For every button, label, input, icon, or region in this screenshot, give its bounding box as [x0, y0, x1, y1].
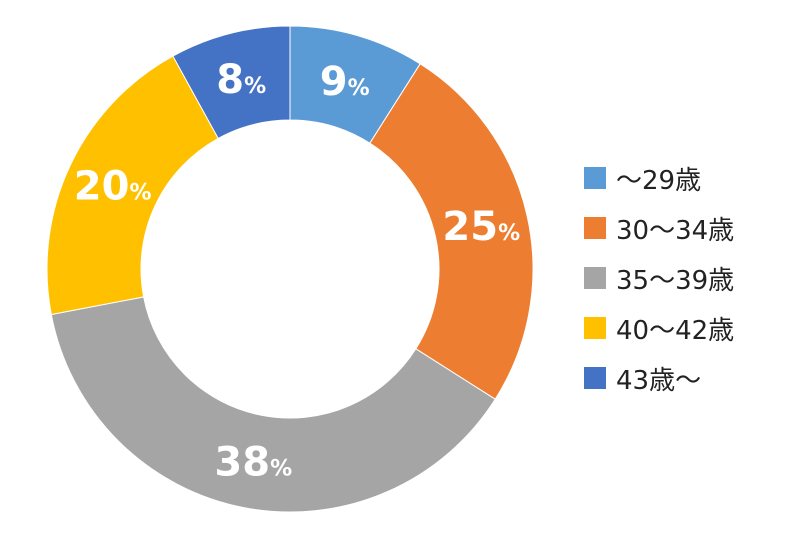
percent-sign: %	[348, 76, 370, 101]
donut-slices	[46, 25, 534, 513]
slice-label-3: 20%	[74, 164, 152, 210]
donut-slice-2	[50, 296, 496, 513]
percent-sign: %	[244, 74, 266, 99]
legend-swatch	[584, 217, 606, 239]
slice-value: 25	[442, 204, 498, 250]
legend-item-0: ～29歳	[584, 153, 734, 203]
slice-label-2: 38%	[214, 440, 292, 486]
donut-slice-3	[46, 55, 219, 316]
slice-label-0: 9%	[320, 59, 370, 105]
slice-value: 8	[216, 57, 244, 103]
legend-swatch	[584, 167, 606, 189]
legend-item-4: 43歳～	[584, 353, 734, 403]
percent-sign: %	[270, 457, 292, 482]
donut-slice-4	[172, 25, 291, 140]
percent-sign: %	[498, 221, 520, 246]
legend-swatch	[584, 367, 606, 389]
slice-labels: 9%25%38%20%8%	[74, 57, 520, 485]
slice-value: 38	[214, 440, 270, 486]
legend-label: 35～39歳	[616, 265, 735, 296]
percent-sign: %	[129, 181, 151, 206]
legend-item-1: 30～34歳	[584, 203, 734, 253]
legend-swatch	[584, 267, 606, 289]
donut-slice-1	[369, 63, 534, 400]
legend-label: 40～42歳	[616, 315, 735, 346]
slice-value: 9	[320, 59, 348, 105]
legend-item-3: 40～42歳	[584, 303, 734, 353]
legend-swatch	[584, 317, 606, 339]
slice-value: 20	[74, 164, 130, 210]
legend-label: 43歳～	[616, 365, 702, 396]
donut-chart: 9%25%38%20%8%	[46, 25, 534, 513]
legend-item-2: 35～39歳	[584, 253, 734, 303]
legend-label: 30～34歳	[616, 215, 735, 246]
chart-legend: ～29歳 30～34歳 35～39歳 40～42歳 43歳～	[584, 153, 734, 403]
legend-label: ～29歳	[616, 165, 702, 196]
slice-label-4: 8%	[216, 57, 266, 103]
slice-label-1: 25%	[442, 204, 520, 250]
